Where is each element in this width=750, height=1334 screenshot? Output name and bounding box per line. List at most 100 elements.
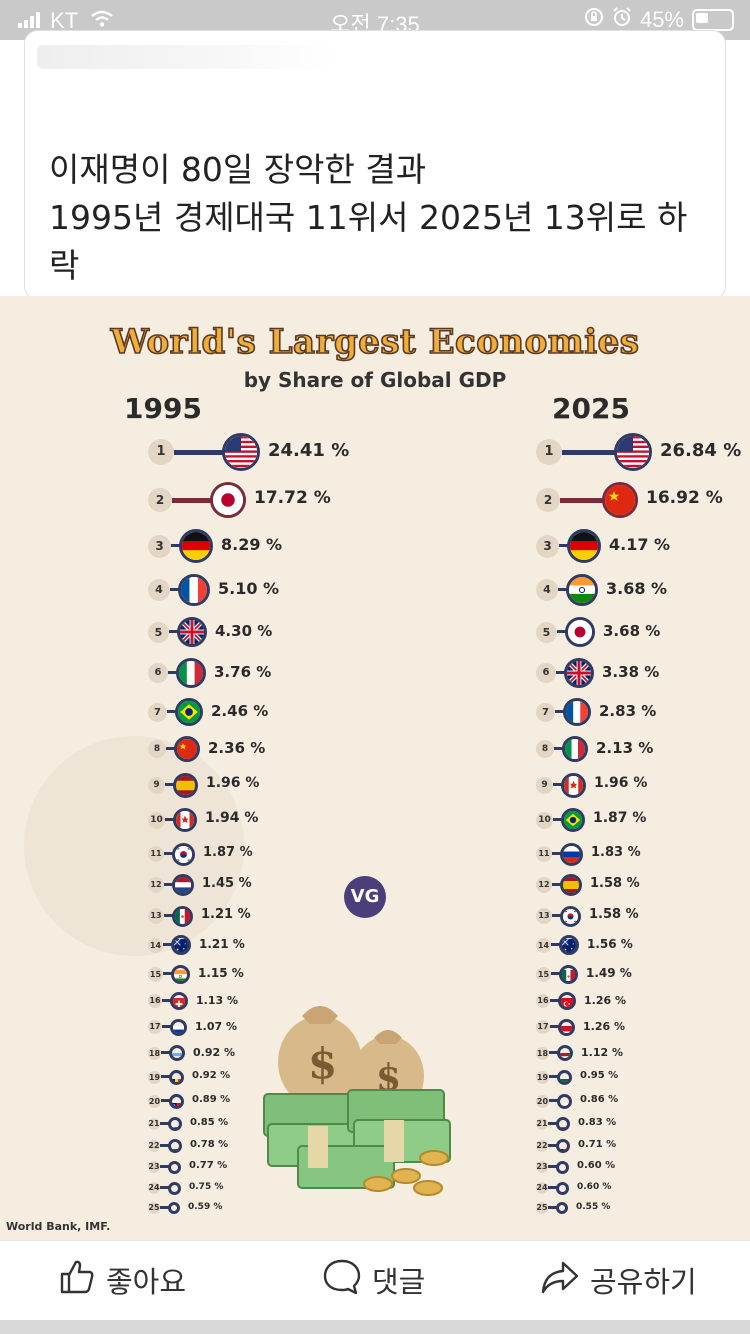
share-bar [164,914,174,917]
share-bar [168,671,178,674]
year-label-1995: 1995 [124,392,202,425]
rank-badge: 9 [536,776,553,794]
share-bar [161,1099,171,1102]
share-bar [164,852,174,855]
share-bar [165,818,175,821]
gdp-share-value: 0.86 % [580,1094,619,1106]
battery-icon [692,9,734,31]
year-label-2025: 2025 [552,392,630,425]
rank-badge: 20 [536,1094,549,1108]
denmark-flag-icon [168,1202,180,1214]
gdp-share-value: 17.72 % [254,488,331,509]
belgium-flag-icon [169,1069,184,1085]
share-bar [164,883,174,886]
china-flag-icon [602,482,638,518]
infographic-image[interactable]: World's Largest Economies by Share of Gl… [0,296,750,1240]
gdp-share-value: 3.68 % [603,621,661,640]
rank-badge: 1 [148,439,174,465]
gdp-share-value: 3.68 % [606,579,668,599]
share-arrow-icon [540,1258,580,1303]
source-label: World Bank, IMF. [6,1220,111,1233]
rank-badge: 22 [148,1140,160,1152]
taiwan-flag-icon [169,1093,184,1109]
mexico-flag-icon [172,905,193,927]
gdp-share-value: 0.95 % [580,1070,619,1082]
rank-badge: 21 [148,1118,160,1130]
share-bar [548,1206,558,1209]
share-bar [161,1075,171,1078]
rank-badge: 14 [148,937,163,953]
italy-flag-icon [176,658,206,688]
share-bar [553,818,563,821]
svg-text:$: $ [308,1039,337,1088]
share-button[interactable]: 공유하기 [540,1259,697,1301]
rank-badge: 6 [148,663,168,683]
vg-logo: VG [344,876,386,918]
share-bar [558,588,568,591]
germany-flag-icon [567,529,601,563]
china-flag-icon [174,736,200,762]
share-bar [160,1206,170,1209]
gdp-share-value: 0.77 % [189,1160,228,1172]
gdp-share-value: 0.89 % [192,1094,231,1106]
share-bar [160,1186,170,1189]
rank-badge: 10 [148,811,165,829]
gdp-share-value: 2.83 % [599,701,657,720]
spain-flag-icon [560,874,582,896]
like-button[interactable]: 좋아요 [58,1259,186,1301]
rank-badge: 15 [536,966,551,982]
south-korea-flag-icon [560,905,581,927]
gdp-share-value: 1.15 % [198,965,244,980]
share-bar [548,1186,558,1189]
rank-badge: 9 [148,776,165,794]
rank-badge: 17 [148,1020,162,1034]
thumbs-up-icon [58,1258,96,1303]
rank-badge: 24 [536,1182,548,1194]
gdp-share-value: 1.49 % [586,965,632,980]
gdp-share-value: 1.12 % [581,1045,623,1059]
gdp-share-value: 8.29 % [221,535,283,555]
poland-flag-icon [557,1093,572,1109]
watermark-logo [24,736,244,956]
sweden-flag-icon [168,1117,182,1131]
comment-bubble-icon [322,1258,362,1303]
comment-button[interactable]: 댓글 [322,1259,425,1301]
like-label: 좋아요 [106,1265,187,1299]
france-flag-icon [563,698,591,726]
rank-badge: 13 [148,908,164,924]
share-bar [559,544,569,547]
indonesia-flag-icon [558,1018,575,1036]
share-bar [166,747,176,750]
gdp-share-value: 0.92 % [193,1045,235,1059]
rank-badge: 16 [536,994,550,1008]
post-card: 이재명이 80일 장악한 결과 1995년 경제대국 11위서 2025년 13… [24,30,726,300]
share-bar [160,1122,170,1125]
rank-badge: 6 [536,663,556,683]
share-bar [174,450,224,455]
share-bar [557,630,567,633]
share-bar [553,783,563,786]
gdp-share-value: 0.60 % [577,1181,612,1192]
brazil-flag-icon [175,698,203,726]
gdp-share-value: 1.13 % [196,993,238,1007]
share-bar [165,783,175,786]
rank-badge: 12 [148,877,164,893]
gdp-share-value: 2.13 % [596,738,654,757]
share-bar [551,943,561,946]
share-bar [548,1122,558,1125]
rank-badge: 18 [536,1046,549,1060]
germany-flag-icon [179,529,213,563]
rank-badge: 2 [148,488,172,512]
gdp-share-value: 1.56 % [587,936,633,951]
rank-badge: 15 [148,966,163,982]
gdp-share-value: 1.94 % [205,810,259,827]
gdp-share-value: 0.78 % [190,1139,229,1151]
gdp-share-value: 1.26 % [583,1019,625,1033]
brazil-flag-icon [561,808,585,832]
wifi-icon [90,8,114,33]
rank-badge: 20 [148,1094,161,1108]
gdp-share-value: 2.46 % [211,701,269,720]
south-korea-flag-icon [172,842,195,866]
post-text-line-1: 이재명이 80일 장악한 결과 [49,150,427,189]
gdp-share-value: 3.38 % [602,662,660,681]
